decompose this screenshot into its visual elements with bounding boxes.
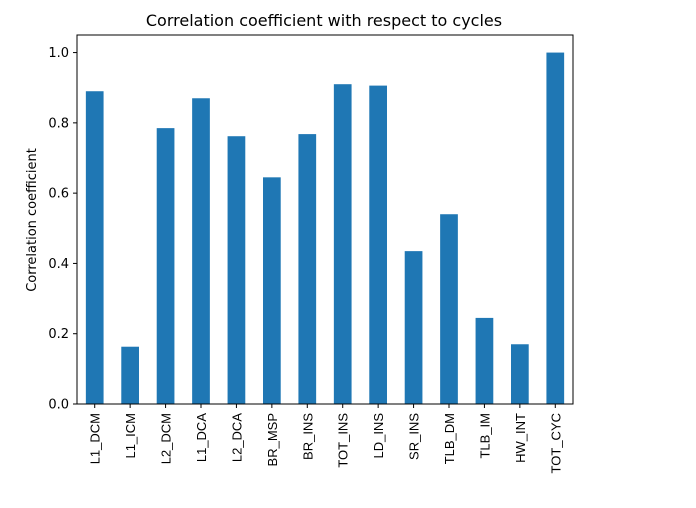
- bar-sr-ins: [404, 251, 423, 404]
- bar-tlb-im: [475, 317, 494, 404]
- x-tick-label: TLB_DM: [442, 413, 457, 464]
- x-tick-label: TOT_INS: [336, 413, 351, 468]
- bar-br-msp: [263, 177, 281, 404]
- bar-l1-dca: [192, 98, 210, 404]
- y-tick-label: 1.0: [48, 46, 69, 61]
- bar-tot-ins: [333, 84, 352, 404]
- x-tick-label: L1_DCA: [194, 413, 209, 462]
- x-tick-label: HW_INT: [513, 413, 528, 463]
- y-tick-label: 0.6: [48, 187, 69, 202]
- x-tick-label: L2_DCM: [159, 413, 174, 464]
- y-tick-label: 0.8: [48, 116, 69, 131]
- x-tick-label: BR_INS: [300, 413, 315, 460]
- bar-tot-cyc: [546, 52, 565, 404]
- bars-group: [85, 52, 565, 405]
- bar-br-ins: [298, 134, 317, 405]
- y-axis-label: Correlation coefficient: [25, 148, 40, 292]
- y-tick-label: 0.2: [48, 327, 69, 342]
- x-tick-label: TLB_IM: [477, 413, 492, 459]
- plot-area-frame: [76, 34, 574, 405]
- y-tick-label: 0.4: [48, 257, 69, 272]
- bar-l2-dca: [227, 136, 246, 404]
- x-tick-label: L1_DCM: [88, 413, 103, 464]
- bar-l2-dcm: [156, 128, 175, 404]
- bar-ld-ins: [369, 85, 387, 404]
- bar-hw-int: [511, 344, 529, 404]
- bar-l1-dcm: [85, 91, 104, 404]
- x-tick-label: SR_INS: [407, 413, 422, 460]
- bar-tlb-dm: [440, 214, 458, 404]
- bar-l1-icm: [121, 346, 139, 404]
- y-tick-label: 0.0: [48, 398, 69, 413]
- x-tick-label: BR_MSP: [265, 413, 280, 466]
- x-tick-label: LD_INS: [371, 413, 386, 459]
- y-axis: 0.0 0.2 0.4 0.6 0.8 1.0: [48, 46, 77, 413]
- x-tick-label: TOT_CYC: [548, 413, 563, 473]
- x-tick-label: L2_DCA: [229, 413, 244, 462]
- x-tick-label: L1_ICM: [123, 413, 138, 459]
- chart-title: Correlation coefficient with respect to …: [146, 11, 502, 30]
- x-axis: L1_DCM L1_ICM L2_DCM L1_DCA L2_DCA BR_MSP BR_I…: [88, 404, 563, 473]
